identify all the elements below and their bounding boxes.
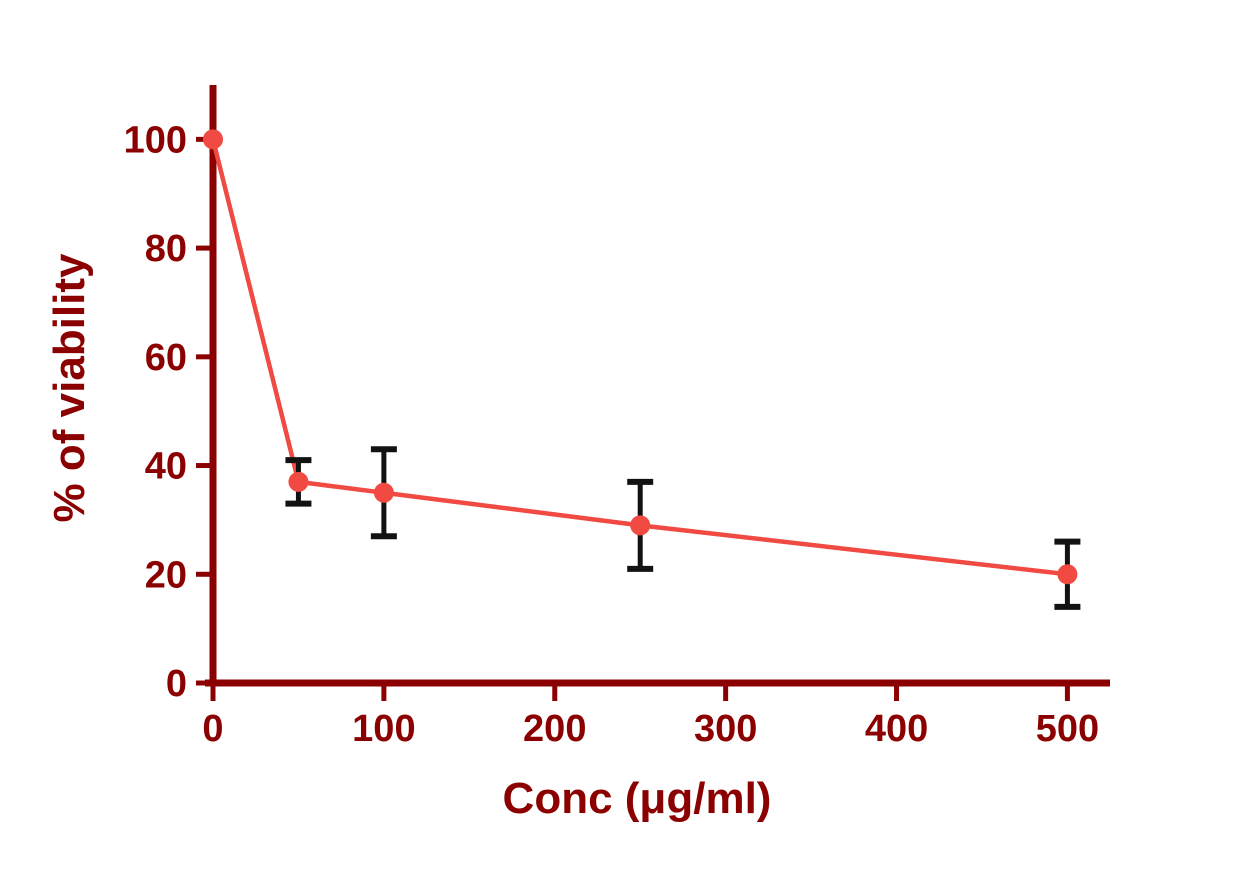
- x-tick-label: 200: [523, 708, 586, 750]
- x-axis-title: Conc (μg/ml): [503, 774, 772, 823]
- y-tick-label: 0: [166, 663, 187, 705]
- y-tick-label: 20: [145, 554, 187, 596]
- x-tick-label: 400: [865, 708, 928, 750]
- y-tick-label: 60: [145, 337, 187, 379]
- y-tick-label: 80: [145, 228, 187, 270]
- data-point-marker: [630, 515, 651, 536]
- data-point-marker: [288, 471, 309, 492]
- plot-layer: 0 100 200 300 400 500 0 20 40 60 80 100: [124, 85, 1110, 750]
- data-point-marker: [203, 129, 223, 150]
- data-point-marker: [1057, 564, 1078, 585]
- x-tick-label: 500: [1036, 708, 1099, 750]
- x-tick-label: 0: [202, 708, 223, 750]
- y-axis-title: % of viability: [45, 253, 94, 522]
- data-point-marker: [373, 482, 394, 503]
- y-tick-label: 40: [145, 446, 187, 488]
- x-tick-label: 100: [352, 708, 415, 750]
- x-tick-label: 300: [694, 708, 757, 750]
- y-tick-label: 100: [124, 119, 187, 161]
